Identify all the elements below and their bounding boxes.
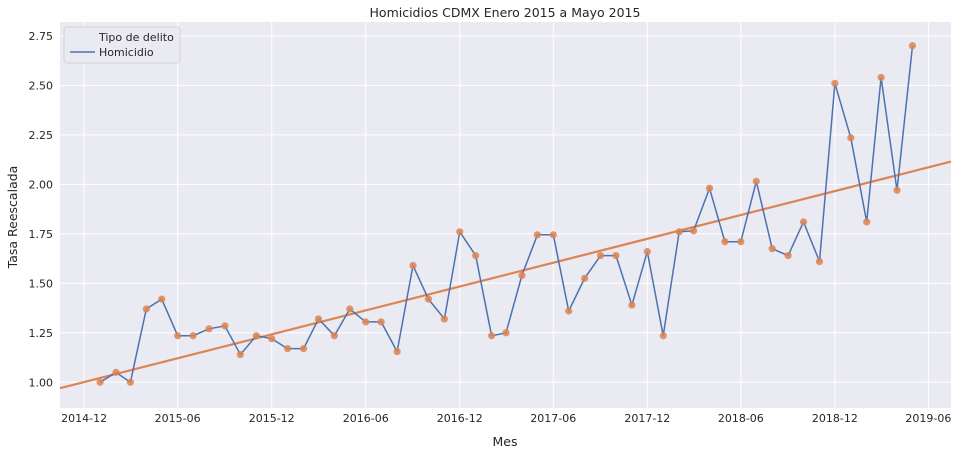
data-point [533,231,541,239]
data-point [284,345,292,353]
legend: Tipo de delito Homicidio [63,26,181,64]
data-point [705,184,714,192]
data-point [612,251,620,260]
data-point [518,271,526,279]
x-tick-label: 2015-06 [155,412,201,425]
data-point [768,245,776,253]
data-point [112,368,120,376]
y-tick-label: 2.50 [29,79,54,92]
data-point [659,332,667,340]
y-tick-label: 2.25 [29,129,54,142]
data-point [299,345,308,353]
data-point [565,307,573,315]
y-tick-label: 1.75 [29,228,54,241]
data-point [96,378,104,386]
grid-y [60,35,951,383]
legend-title: Tipo de delito [98,31,174,44]
data-point [831,79,839,87]
y-tick-labels: 1.00 1.25 1.50 1.75 2.00 2.25 2.50 2.75 [29,30,54,389]
y-tick-label: 1.50 [29,277,54,290]
trend-line [59,160,952,390]
data-point [502,329,510,337]
data-point [643,248,651,256]
x-tick-label: 2019-06 [905,412,951,425]
x-tick-label: 2015-12 [249,412,295,425]
data-point [877,73,885,82]
data-point [409,261,417,270]
data-point [893,186,901,194]
data-point [721,238,729,246]
data-point [314,315,323,323]
x-axis-title: Mes [493,434,518,449]
x-tick-label: 2018-06 [718,412,764,425]
data-point [236,350,244,359]
data-point [440,315,448,323]
data-point [174,332,182,340]
legend-label-homicidio: Homicidio [99,46,154,59]
data-point [393,347,401,356]
data-point [675,228,683,236]
data-point [205,325,213,333]
data-point [346,305,354,313]
x-tick-label: 2016-06 [343,412,389,425]
x-tick-labels: 2014-12 2015-06 2015-12 2016-06 2016-12 2017-… [61,412,951,425]
data-point [456,228,464,236]
data-point [799,218,808,226]
chart-title: Homicidios CDMX Enero 2015 a Mayo 2015 [370,5,641,20]
data-point [221,322,229,330]
data-point [126,378,134,386]
y-axis-title: Tasa Reescalada [5,166,20,270]
x-tick-label: 2017-12 [624,412,670,425]
data-point [189,332,197,340]
grid-x [83,22,929,408]
y-tick-label: 1.00 [29,376,54,389]
data-point [158,295,166,303]
x-tick-label: 2014-12 [61,412,107,425]
data-point [815,257,824,266]
data-point [628,301,636,309]
y-tick-label: 1.25 [29,327,54,340]
data-point [362,318,370,326]
data-point [689,227,698,235]
data-point [784,251,792,260]
y-tick-label: 2.75 [29,30,54,43]
data-point [581,274,589,282]
data-point [596,251,605,260]
data-point [737,238,745,246]
x-tick-label: 2016-12 [437,412,483,425]
plot-background [60,22,951,408]
data-point [330,332,338,340]
y-tick-label: 2.00 [29,178,54,191]
data-point [847,134,855,142]
data-point [488,332,496,340]
data-point [252,332,260,340]
legend-box [63,26,181,64]
data-point [268,335,276,343]
x-tick-label: 2018-12 [812,412,858,425]
data-point [752,177,760,185]
data-point [908,42,917,50]
data-point [549,231,557,239]
x-tick-label: 2017-06 [530,412,576,425]
data-point [424,295,433,303]
data-point [142,305,150,313]
data-points [96,42,917,386]
data-point [472,251,480,260]
data-point [377,318,385,326]
data-point [863,218,871,226]
